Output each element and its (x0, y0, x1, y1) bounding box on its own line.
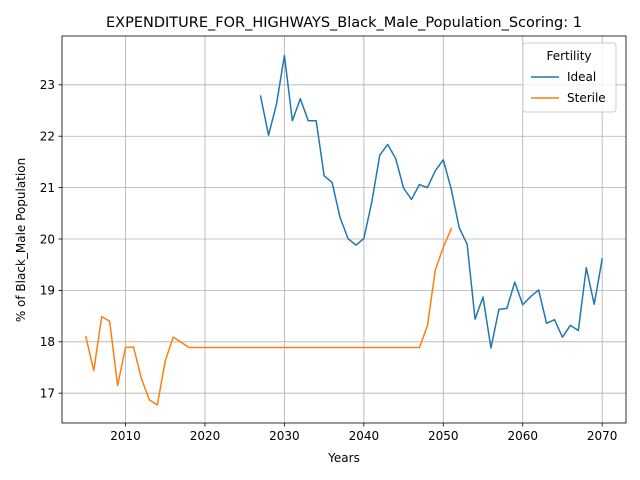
x-axis-ticks: 2010 2020 2030 2040 2050 2060 2070 (110, 423, 617, 443)
grid-lines (62, 36, 626, 423)
x-tick-label: 2020 (190, 429, 221, 443)
y-tick-label: 22 (40, 130, 55, 144)
y-tick-label: 19 (40, 284, 55, 298)
y-tick-label: 18 (40, 335, 55, 349)
y-tick-label: 17 (40, 386, 55, 400)
x-tick-label: 2040 (349, 429, 380, 443)
x-tick-label: 2060 (507, 429, 538, 443)
legend-label-sterile: Sterile (567, 91, 606, 105)
y-tick-label: 23 (40, 78, 55, 92)
y-tick-label: 21 (40, 181, 55, 195)
series-line-ideal (259, 54, 604, 349)
legend-label-ideal: Ideal (567, 70, 596, 84)
legend-box (522, 42, 617, 113)
plot-area-frame (61, 35, 627, 424)
legend-title: Fertility (546, 49, 591, 63)
x-tick-label: 2050 (428, 429, 459, 443)
series-line-sterile (84, 227, 453, 406)
y-tick-label: 20 (40, 232, 55, 246)
x-tick-label: 2070 (587, 429, 618, 443)
y-axis-ticks: 17 18 19 20 21 22 23 (40, 78, 62, 400)
x-tick-label: 2030 (269, 429, 300, 443)
x-axis-label: Years (327, 451, 360, 465)
y-axis-label: % of Black_Male Population (14, 158, 28, 322)
chart-title: EXPENDITURE_FOR_HIGHWAYS_Black_Male_Popu… (106, 15, 582, 31)
series-lines (84, 54, 604, 406)
legend: Fertility Ideal Sterile (522, 42, 617, 113)
x-tick-label: 2010 (110, 429, 141, 443)
